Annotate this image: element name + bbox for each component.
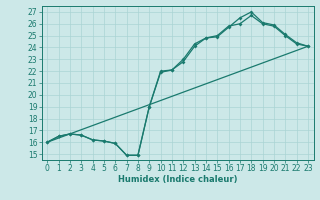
X-axis label: Humidex (Indice chaleur): Humidex (Indice chaleur) (118, 175, 237, 184)
